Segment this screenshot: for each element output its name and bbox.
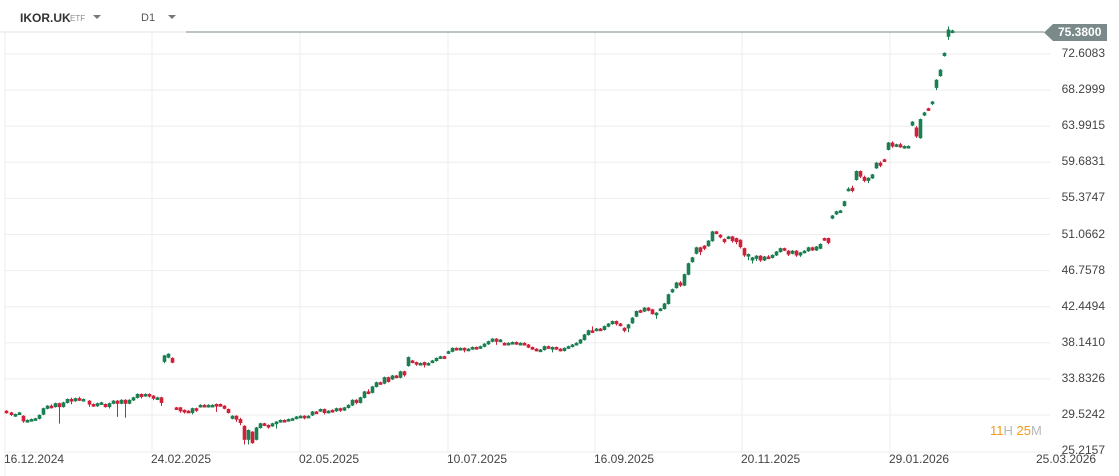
price-axis-label: 42.4494 <box>1061 298 1105 313</box>
price-axis-label: 72.6083 <box>1061 45 1105 60</box>
current-price-value: 75.3800 <box>1058 25 1102 39</box>
time-axis-label: 02.05.2025 <box>299 452 360 466</box>
current-price-tag: 75.3800 <box>1044 24 1107 41</box>
timer-hours-unit: H <box>1003 423 1013 438</box>
time-axis-label: 20.11.2025 <box>741 452 801 466</box>
chart-header: IKOR.UK ETF D1 <box>0 0 1119 32</box>
symbol-dropdown-icon[interactable] <box>93 15 101 19</box>
price-axis-label: 33.8326 <box>1061 370 1105 385</box>
price-axis-label: 63.9915 <box>1061 118 1105 133</box>
timer-hours: 11 <box>990 423 1004 438</box>
time-axis-label: 10.07.2025 <box>447 452 508 466</box>
asset-type-badge: ETF <box>70 14 86 23</box>
price-axis-label: 25.2157 <box>1061 443 1105 458</box>
time-axis-label: 24.02.2025 <box>151 452 212 466</box>
timeframe-selector[interactable]: D1 <box>141 12 156 24</box>
time-axis-label: 29.01.2026 <box>889 452 950 466</box>
price-axis-label: 55.3747 <box>1061 190 1105 205</box>
time-axis-label: 25.03.2026 <box>1036 452 1097 466</box>
timer-minutes: 25 <box>1016 423 1031 438</box>
candle-countdown-timer: 11H 25M <box>990 423 1042 438</box>
symbol-label[interactable]: IKOR.UK <box>20 11 71 25</box>
price-axis-label: 46.7578 <box>1061 262 1105 277</box>
price-axis-label: 51.0662 <box>1061 226 1105 241</box>
price-axis-label: 29.5242 <box>1061 407 1105 421</box>
price-axis-label: 59.6831 <box>1061 154 1105 169</box>
price-axis-label: 68.2999 <box>1061 82 1105 97</box>
price-axis-label: 38.1410 <box>1061 334 1105 349</box>
time-axis-label: 16.09.2025 <box>594 452 655 466</box>
timer-minutes-unit: M <box>1030 423 1042 438</box>
timeframe-dropdown-icon[interactable] <box>168 15 176 19</box>
time-axis-label: 16.12.2024 <box>4 452 65 466</box>
